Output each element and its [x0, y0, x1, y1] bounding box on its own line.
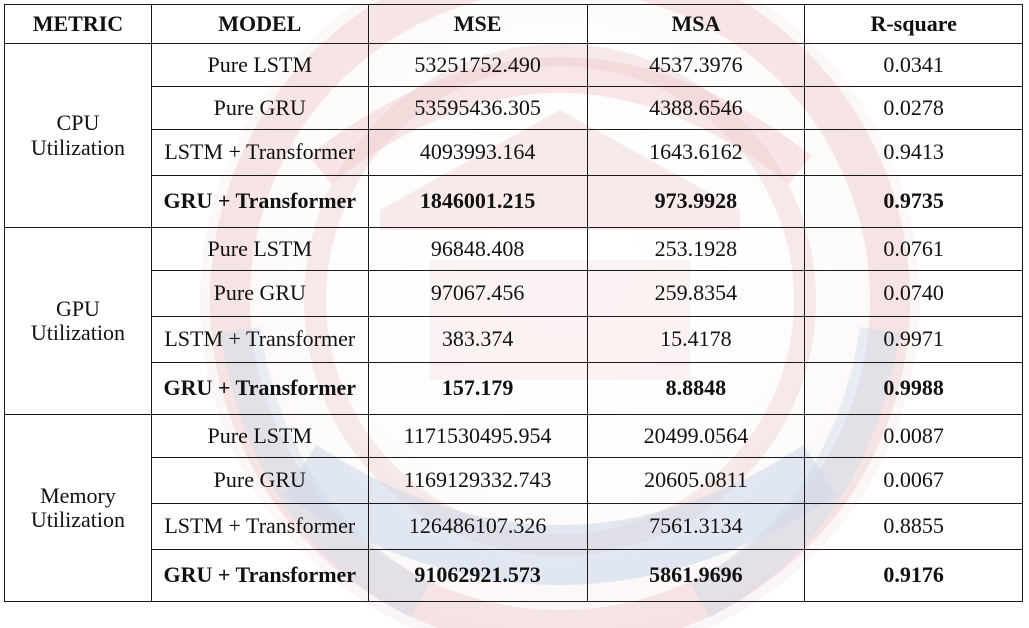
r-square-cell: 0.0087: [804, 414, 1023, 458]
mse-cell: 1846001.215: [367, 175, 588, 228]
r-square-cell: 0.9735: [804, 175, 1023, 228]
mse-cell: 1169129332.743: [367, 457, 588, 504]
metric-cell-memory: Memory Utilization: [4, 414, 152, 602]
model-cell: GRU + Transformer: [150, 549, 369, 602]
mse-cell: 53595436.305: [367, 86, 588, 130]
mse-cell: 97067.456: [367, 270, 588, 317]
mse-cell: 53251752.490: [367, 43, 588, 87]
table-row-best: GRU + Transformer 157.179 8.8848 0.9988: [5, 362, 1023, 415]
model-cell: LSTM + Transformer: [150, 316, 369, 363]
msa-cell: 15.4178: [586, 316, 806, 363]
msa-cell: 1643.6162: [586, 129, 806, 176]
r-square-cell: 0.9176: [804, 549, 1023, 602]
mse-cell: 96848.408: [367, 227, 588, 271]
r-square-cell: 0.0761: [804, 227, 1023, 271]
model-cell: Pure GRU: [150, 457, 369, 504]
mse-cell: 157.179: [367, 362, 588, 415]
mse-cell: 1171530495.954: [367, 414, 588, 458]
msa-cell: 4537.3976: [586, 43, 806, 87]
model-cell: Pure LSTM: [150, 227, 369, 271]
r-square-cell: 0.0067: [804, 457, 1023, 504]
header-model: MODEL: [150, 4, 369, 44]
msa-cell: 8.8848: [586, 362, 806, 415]
table-row: Pure GRU 53595436.305 4388.6546 0.0278: [5, 86, 1023, 130]
table-row: LSTM + Transformer 383.374 15.4178 0.997…: [5, 316, 1023, 363]
table-row: LSTM + Transformer 4093993.164 1643.6162…: [5, 129, 1023, 176]
header-r-square: R-square: [804, 4, 1023, 44]
msa-cell: 4388.6546: [586, 86, 806, 130]
model-cell: GRU + Transformer: [150, 362, 369, 415]
model-cell: Pure GRU: [150, 86, 369, 130]
model-cell: GRU + Transformer: [150, 175, 369, 228]
table-row: LSTM + Transformer 126486107.326 7561.31…: [5, 503, 1023, 550]
header-row: METRIC MODEL MSE MSA R-square: [4, 4, 1023, 44]
header-msa: MSA: [586, 4, 806, 44]
results-table: METRIC MODEL MSE MSA R-square CPU Utiliz…: [4, 4, 1023, 602]
r-square-cell: 0.9413: [804, 129, 1023, 176]
r-square-cell: 0.0740: [804, 270, 1023, 317]
msa-cell: 20499.0564: [586, 414, 806, 458]
mse-cell: 383.374: [367, 316, 588, 363]
table-row: Pure GRU 97067.456 259.8354 0.0740: [5, 270, 1023, 317]
metric-sublabel: Utilization: [30, 507, 125, 532]
mse-cell: 4093993.164: [367, 129, 588, 176]
metric-label: GPU: [55, 295, 100, 321]
table-row: Pure GRU 1169129332.743 20605.0811 0.006…: [5, 457, 1023, 504]
r-square-cell: 0.8855: [804, 503, 1023, 550]
r-square-cell: 0.0341: [804, 43, 1023, 87]
msa-cell: 259.8354: [586, 270, 806, 317]
msa-cell: 5861.9696: [586, 549, 806, 602]
table-row: CPU Utilization Pure LSTM 53251752.490 4…: [4, 43, 1023, 228]
r-square-cell: 0.9988: [804, 362, 1023, 415]
mse-cell: 91062921.573: [367, 549, 588, 602]
metric-label: CPU: [56, 110, 100, 136]
metric-sublabel: Utilization: [30, 320, 125, 345]
metric-cell-cpu: CPU Utilization: [4, 43, 152, 228]
model-cell: Pure LSTM: [150, 414, 369, 458]
msa-cell: 20605.0811: [586, 457, 806, 504]
model-cell: Pure GRU: [150, 270, 369, 317]
header-metric: METRIC: [4, 4, 152, 44]
metric-cell-gpu: GPU Utilization: [4, 227, 152, 415]
r-square-cell: 0.9971: [804, 316, 1023, 363]
header-mse: MSE: [367, 4, 588, 44]
msa-cell: 253.1928: [586, 227, 806, 271]
table-row: GPU Utilization Pure LSTM 96848.408 253.…: [4, 227, 1023, 415]
table-row-best: GRU + Transformer 1846001.215 973.9928 0…: [5, 175, 1023, 228]
table-row: Memory Utilization Pure LSTM 1171530495.…: [4, 414, 1023, 602]
metric-sublabel: Utilization: [30, 134, 125, 160]
model-cell: Pure LSTM: [150, 43, 369, 87]
metric-label: Memory: [40, 482, 116, 508]
r-square-cell: 0.0278: [804, 86, 1023, 130]
msa-cell: 7561.3134: [586, 503, 806, 550]
model-cell: LSTM + Transformer: [150, 503, 369, 550]
table-row-best: GRU + Transformer 91062921.573 5861.9696…: [5, 549, 1023, 602]
msa-cell: 973.9928: [586, 175, 806, 228]
model-cell: LSTM + Transformer: [150, 129, 369, 176]
mse-cell: 126486107.326: [367, 503, 588, 550]
